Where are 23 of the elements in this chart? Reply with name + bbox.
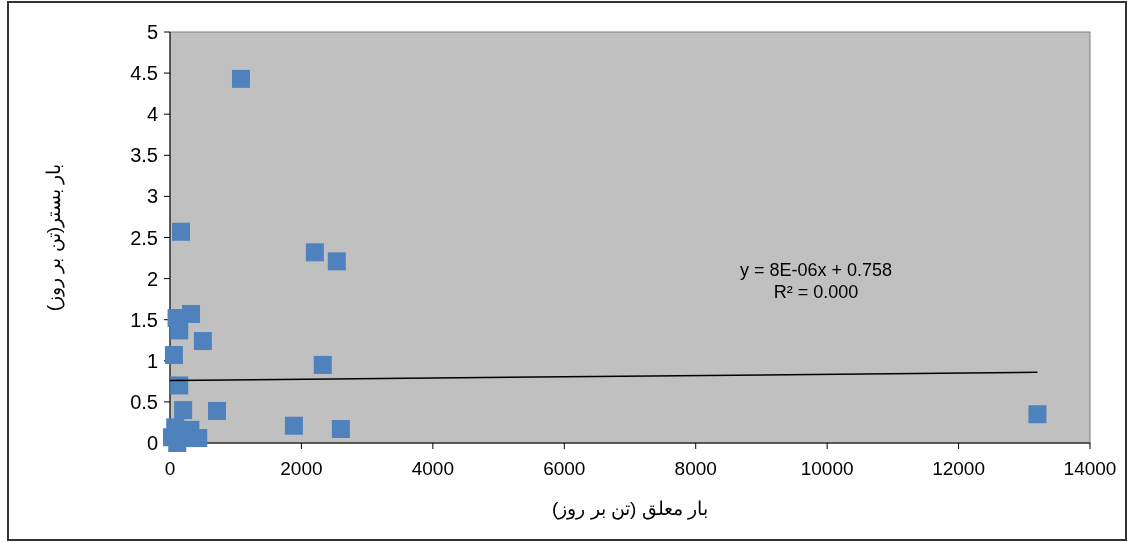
annotation: R² = 0.000 (773, 282, 859, 302)
y-tick-label: 4.5 (130, 62, 158, 85)
x-tick-label: 14000 (1063, 458, 1117, 479)
y-tick-label: 2.5 (130, 226, 158, 249)
x-tick-label: 2000 (280, 458, 323, 479)
y-tick-label: 3 (146, 185, 158, 208)
x-tick-label: 10000 (800, 458, 854, 479)
y-tick-label: 3.5 (130, 144, 158, 167)
y-tick-label: 4 (146, 103, 158, 126)
x-axis-title: بار معلق (تن بر روز) (552, 498, 708, 520)
y-tick-label: 2 (146, 267, 158, 290)
y-tick-label: 0 (146, 432, 158, 454)
y-tick-label: 5 (146, 21, 158, 43)
y-tick-label: 0.5 (130, 390, 158, 413)
x-tick-label: 4000 (411, 458, 454, 479)
y-axis-title: بار بستر(تن بر روز) (43, 163, 65, 312)
annotation: y = 8E-06x + 0.758 (739, 260, 893, 280)
x-tick-label: 12000 (932, 458, 985, 479)
x-tick-label: 8000 (674, 458, 717, 479)
y-tick-label: 1.5 (130, 308, 158, 331)
x-tick-label: 0 (164, 458, 176, 479)
x-tick-label: 6000 (543, 458, 586, 479)
y-tick-label: 1 (146, 349, 158, 372)
